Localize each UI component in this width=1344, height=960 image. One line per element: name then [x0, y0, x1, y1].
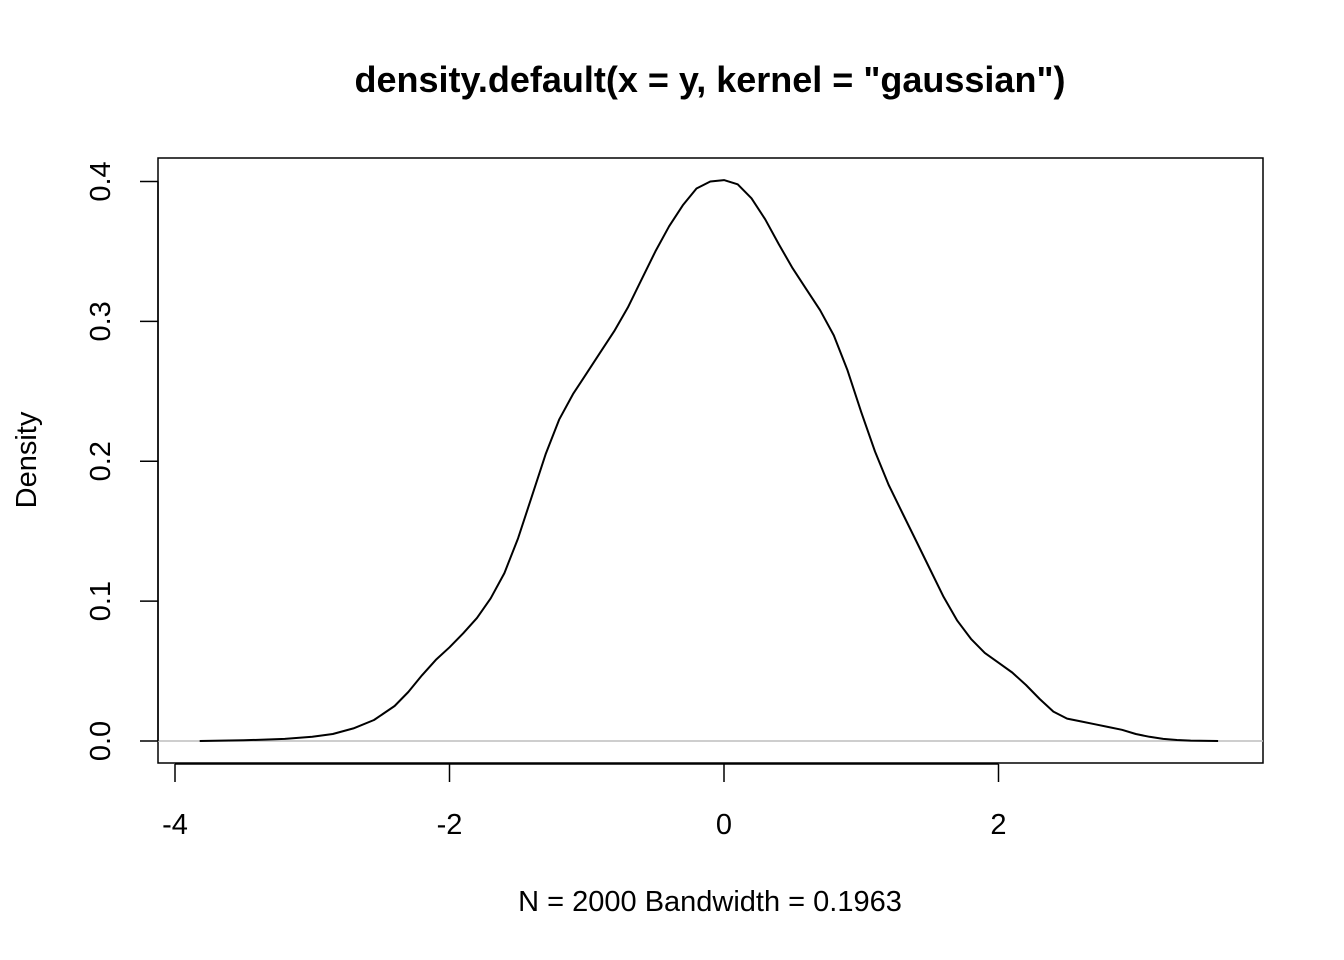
y-tick-label: 0.1 [85, 581, 117, 621]
y-axis-label: Density [11, 411, 43, 508]
x-tick-label: -4 [162, 809, 188, 841]
x-axis-label: N = 2000 Bandwidth = 0.1963 [518, 886, 902, 918]
chart-title: density.default(x = y, kernel = "gaussia… [354, 59, 1065, 100]
y-tick-label: 0.3 [85, 301, 117, 341]
y-tick-label: 0.4 [85, 161, 117, 201]
density-curve [199, 179, 1219, 742]
y-tick-label: 0.2 [85, 441, 117, 481]
x-axis: -4 -2 0 2 [162, 763, 1007, 841]
y-tick-label: 0.0 [85, 721, 117, 761]
y-axis: 0.0 0.1 0.2 0.3 0.4 [85, 161, 159, 761]
x-tick-label: 2 [990, 809, 1006, 841]
plot-frame [157, 157, 1264, 764]
x-tick-label: 0 [716, 809, 732, 841]
x-tick-label: -2 [437, 809, 463, 841]
